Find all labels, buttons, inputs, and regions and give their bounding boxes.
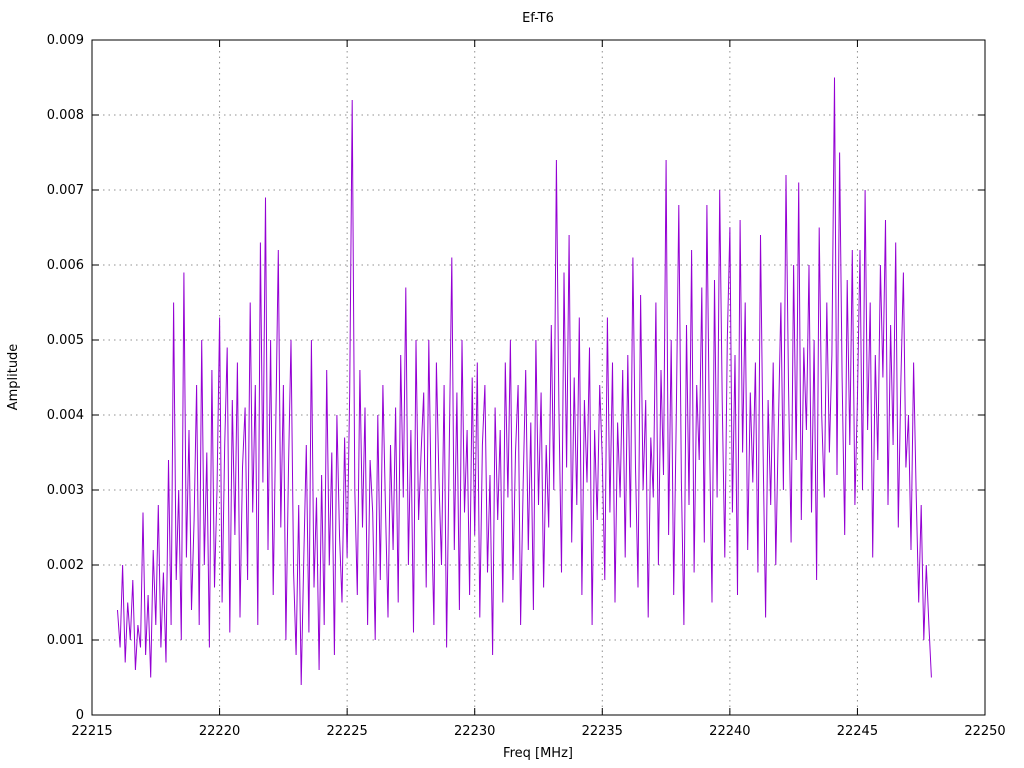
y-tick-label: 0.005 xyxy=(47,333,84,348)
y-tick-label: 0.006 xyxy=(47,258,84,273)
y-tick-label: 0.007 xyxy=(47,183,84,198)
x-tick-label: 22245 xyxy=(837,724,878,739)
x-tick-label: 22235 xyxy=(582,724,623,739)
plot-area: 22215 22220 22225 22230 22235 22240 22245 22250… xyxy=(47,33,1006,739)
x-tick-label: 22250 xyxy=(964,724,1005,739)
y-tick-label: 0.001 xyxy=(47,633,84,648)
y-tick-label: 0.009 xyxy=(47,33,84,48)
x-tick-label: 22215 xyxy=(71,724,112,739)
x-tick-label: 22220 xyxy=(199,724,240,739)
y-tick-label: 0 xyxy=(76,708,84,723)
y-tick-label: 0.002 xyxy=(47,558,84,573)
y-tick-label: 0.003 xyxy=(47,483,84,498)
chart-title: Ef-T6 xyxy=(522,11,554,26)
x-tick-label: 22225 xyxy=(326,724,367,739)
x-axis-label: Freq [MHz] xyxy=(503,746,573,761)
y-tick-label: 0.008 xyxy=(47,108,84,123)
y-tick-label: 0.004 xyxy=(47,408,84,423)
series-line xyxy=(117,77,932,686)
plot-border xyxy=(91,39,986,716)
y-axis-label: Amplitude xyxy=(6,344,21,411)
x-tick-label: 22230 xyxy=(454,724,495,739)
x-tick-label: 22240 xyxy=(709,724,750,739)
